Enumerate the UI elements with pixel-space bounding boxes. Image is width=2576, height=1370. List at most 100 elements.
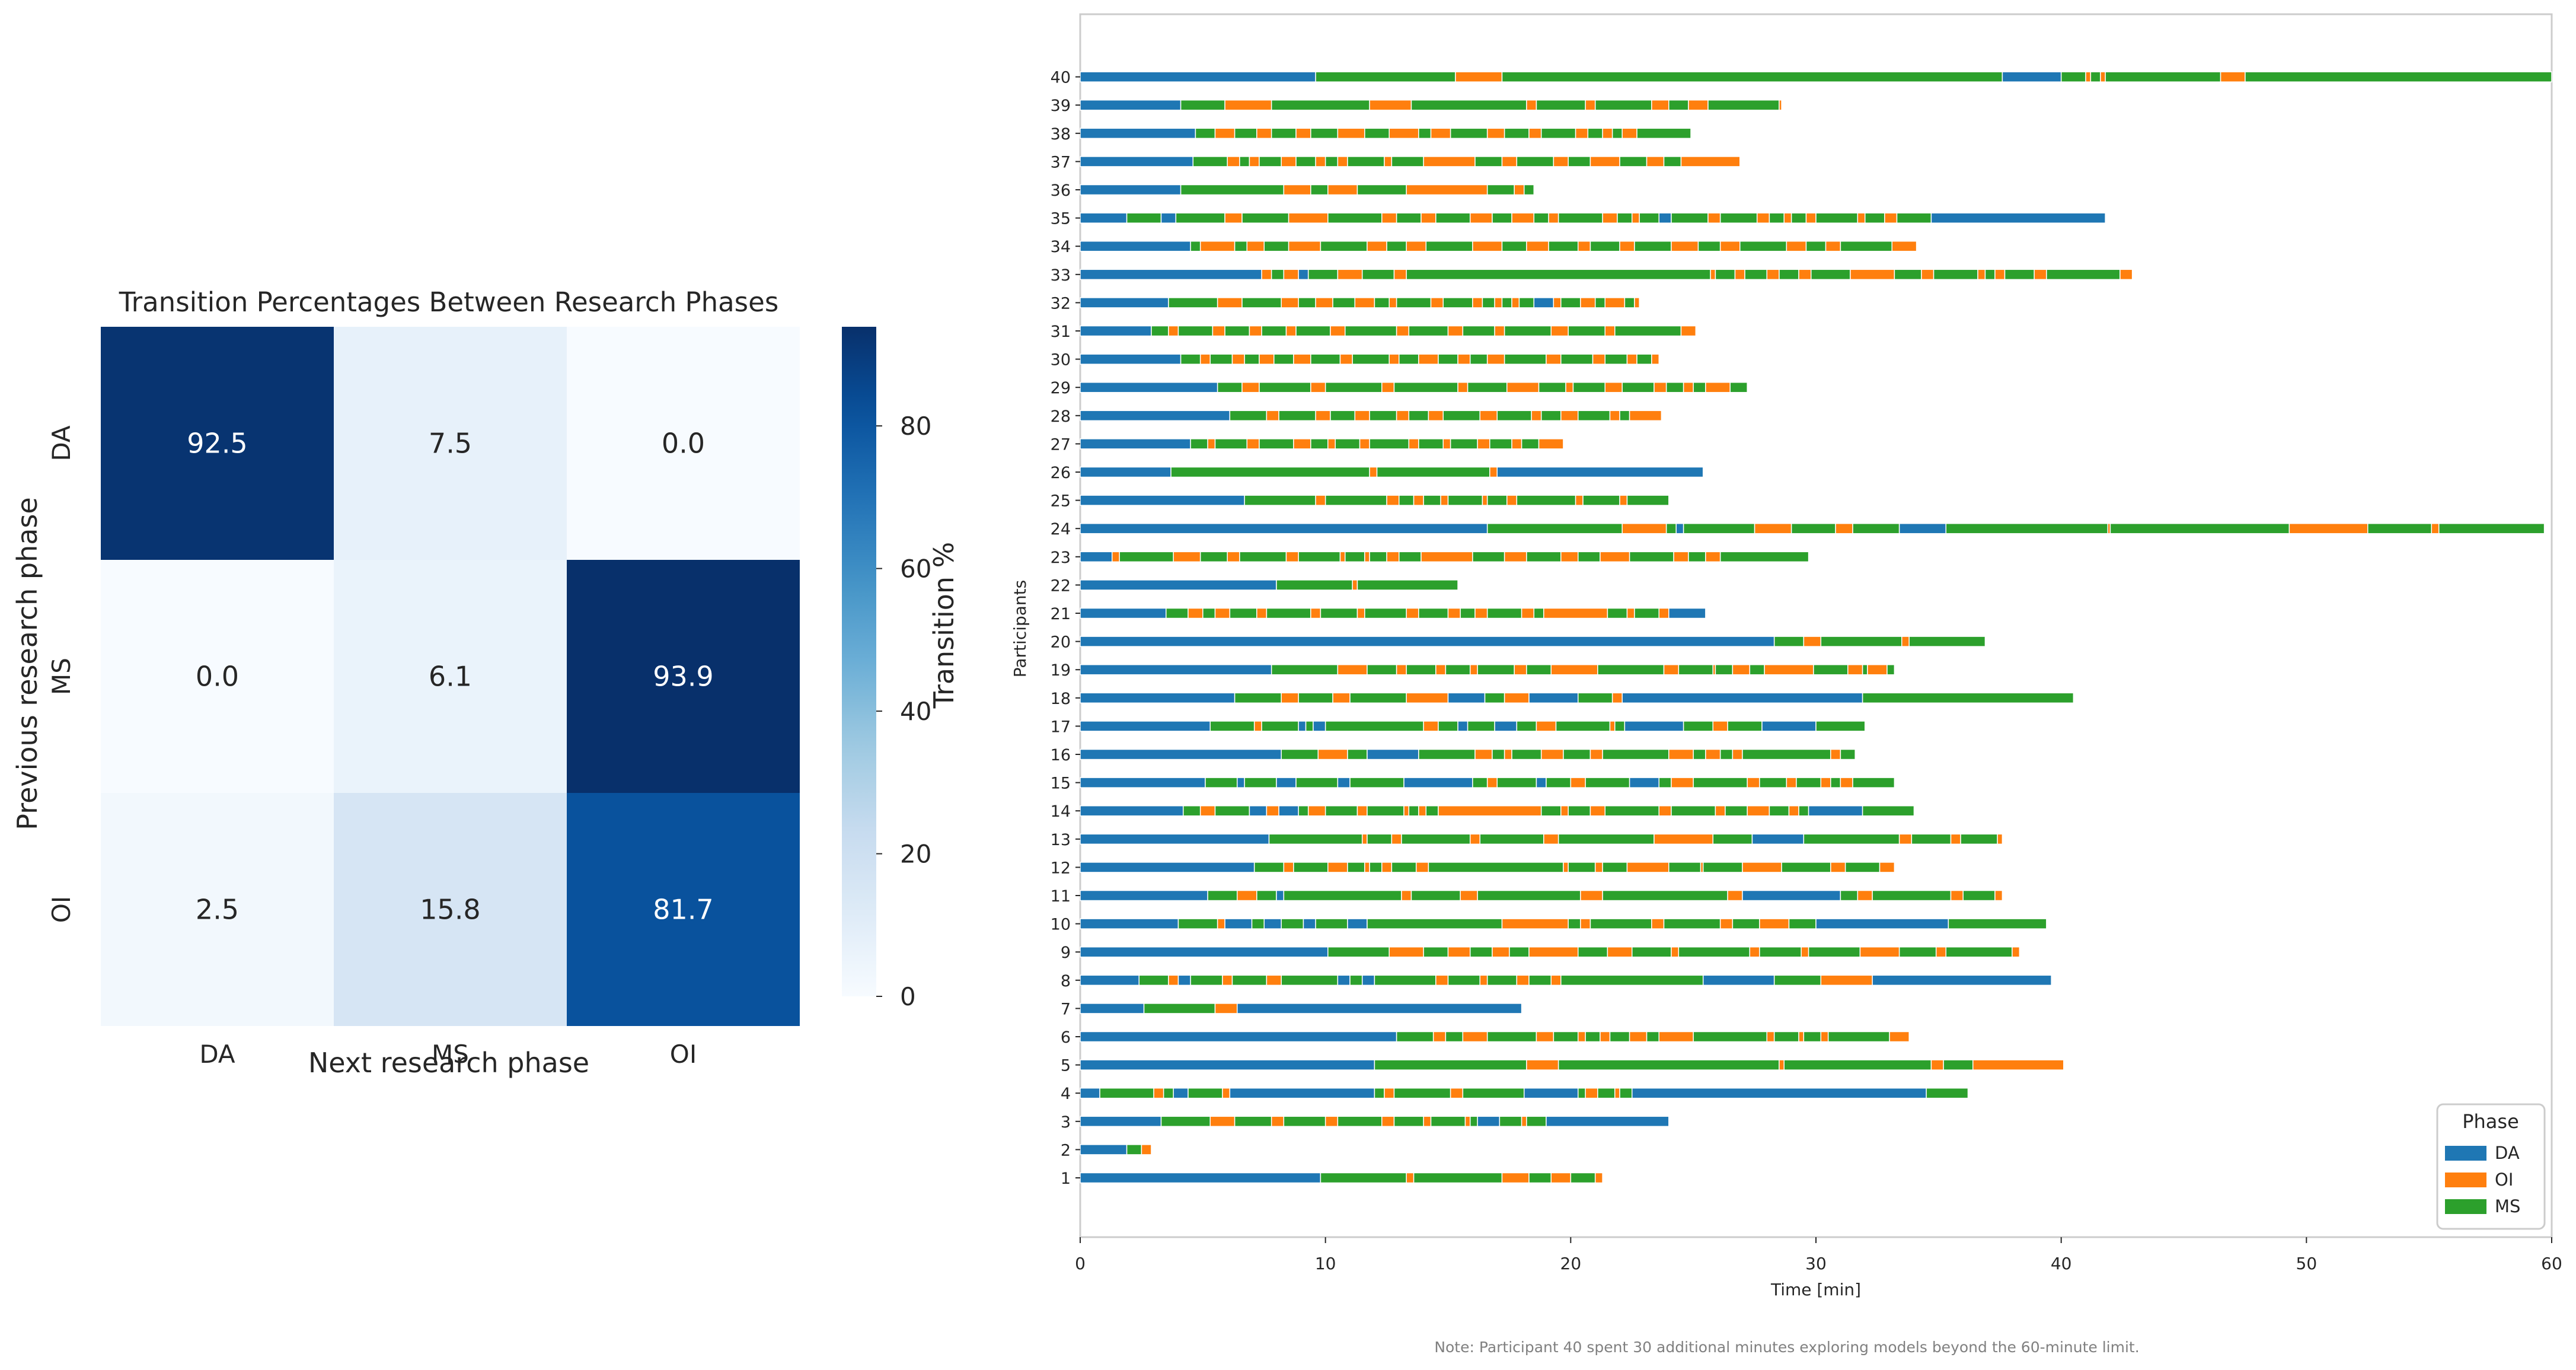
timeline-segment-MS [1396, 1031, 1434, 1043]
timeline-segment-MS [1399, 495, 1415, 506]
timeline-segment-OI [1469, 664, 1478, 676]
timeline-segment-MS [1320, 240, 1368, 252]
timeline-segment-OI [1486, 353, 1505, 365]
timeline-segment-MS [1399, 353, 1419, 365]
timeline-segment-MS [1479, 833, 1544, 845]
timeline-segment-MS [1188, 1087, 1223, 1099]
timeline-segment-MS [1315, 918, 1348, 929]
timeline-segment-OI [1396, 410, 1410, 422]
timeline-segment-OI [1408, 438, 1419, 450]
timeline-segment-OI [1256, 607, 1268, 619]
timeline-segment-OI [1435, 974, 1449, 986]
timeline-segment-OI [1727, 890, 1743, 901]
timeline-segment-MS [1199, 551, 1228, 563]
timeline-segment-MS [1803, 1031, 1822, 1043]
timeline-segment-OI [1680, 156, 1741, 167]
timeline-segment-MS [1719, 551, 1809, 563]
timeline-segment-MS [1727, 721, 1763, 732]
timeline-segment-MS [1626, 495, 1670, 506]
timeline-segment-MS [1418, 748, 1476, 760]
timeline-segment-OI [1413, 495, 1424, 506]
timeline-y-tick-label: 26 [1051, 464, 1071, 482]
timeline-segment-OI [1575, 128, 1589, 139]
timeline-segment-MS [1276, 579, 1353, 591]
timeline-segment-OI [1891, 240, 1917, 252]
timeline-x-tick-label: 0 [1075, 1254, 1086, 1273]
heatmap-cell [101, 560, 334, 793]
timeline-segment-MS [1619, 156, 1648, 167]
timeline-segment-MS [1671, 212, 1709, 224]
timeline-segment-MS [1926, 1087, 1969, 1099]
timeline-segment-OI [1236, 890, 1257, 901]
timeline-segment-OI [1514, 664, 1527, 676]
timeline-segment-OI [1516, 974, 1530, 986]
timeline-segment-MS [1779, 269, 1799, 281]
timeline-segment-DA [1249, 805, 1268, 817]
timeline-segment-OI [1889, 1031, 1910, 1043]
timeline-segment-OI [1384, 1087, 1395, 1099]
timeline-segment-MS [1160, 1116, 1211, 1127]
timeline-segment-MS [1646, 1031, 1660, 1043]
timeline-segment-MS [1597, 1087, 1616, 1099]
timeline-segment-MS [1597, 664, 1665, 676]
timeline-segment-MS [1278, 410, 1316, 422]
timeline-segment-OI [1315, 410, 1331, 422]
timeline-segment-MS [1715, 269, 1736, 281]
timeline-segment-MS [1815, 212, 1859, 224]
timeline-segment-MS [1425, 240, 1473, 252]
timeline-segment-OI [1553, 297, 1562, 308]
timeline-segment-MS [1504, 325, 1552, 337]
timeline-segment-MS [1418, 607, 1449, 619]
timeline-y-tick-label: 31 [1051, 323, 1071, 341]
timeline-segment-MS [1469, 946, 1493, 958]
timeline-segment-OI [1367, 240, 1387, 252]
colorbar-tick-label: 0 [900, 982, 916, 1011]
timeline-segment-OI [1381, 212, 1397, 224]
timeline-segment-MS [1749, 664, 1765, 676]
timeline-segment-OI [1830, 748, 1841, 760]
timeline-segment-MS [1536, 99, 1586, 111]
timeline-segment-DA [1536, 777, 1547, 788]
timeline-segment-DA [1751, 833, 1805, 845]
timeline-segment-OI [1663, 664, 1680, 676]
timeline-segment-MS [1840, 890, 1859, 901]
timeline-segment-OI [1423, 156, 1476, 167]
timeline-segment-MS [1175, 212, 1225, 224]
timeline-segment-MS [1477, 664, 1515, 676]
timeline-segment-MS [1271, 128, 1297, 139]
timeline-segment-DA [1675, 522, 1684, 534]
timeline-segment-MS [1435, 212, 1471, 224]
timeline-segment-MS [1489, 438, 1512, 450]
timeline-segment-MS [1781, 862, 1831, 873]
timeline-segment-MS [1295, 156, 1316, 167]
timeline-segment-MS [1604, 353, 1628, 365]
timeline-segment-DA [1177, 974, 1191, 986]
timeline-segment-MS [1374, 297, 1390, 308]
timeline-segment-OI [1801, 946, 1809, 958]
timeline-segment-OI [1629, 410, 1662, 422]
timeline-segment-DA [1080, 946, 1329, 958]
timeline-segment-OI [1732, 664, 1751, 676]
timeline-segment-OI [1401, 890, 1412, 901]
timeline-segment-MS [1773, 974, 1822, 986]
timeline-segment-MS [1984, 269, 1996, 281]
heatmap-title: Transition Percentages Between Research … [119, 286, 779, 318]
timeline-segment-MS [1190, 438, 1208, 450]
timeline-segment-OI [1783, 212, 1792, 224]
timeline-segment-OI [1884, 212, 1898, 224]
timeline-segment-MS [1619, 410, 1630, 422]
timeline-segment-OI [1977, 269, 1986, 281]
timeline-segment-MS [1830, 777, 1841, 788]
timeline-segment-MS [1557, 833, 1655, 845]
timeline-segment-MS [1180, 353, 1201, 365]
timeline-segment-DA [1898, 522, 1946, 534]
heatmap-cell-value: 0.0 [196, 661, 239, 693]
timeline-segment-OI [1683, 381, 1694, 393]
timeline-segment-OI [1266, 410, 1279, 422]
timeline-segment-MS [1526, 1116, 1547, 1127]
timeline-segment-MS [1229, 607, 1257, 619]
timeline-segment-OI [1997, 833, 2003, 845]
timeline-y-tick-label: 32 [1051, 294, 1071, 313]
timeline-segment-OI [1339, 353, 1353, 365]
